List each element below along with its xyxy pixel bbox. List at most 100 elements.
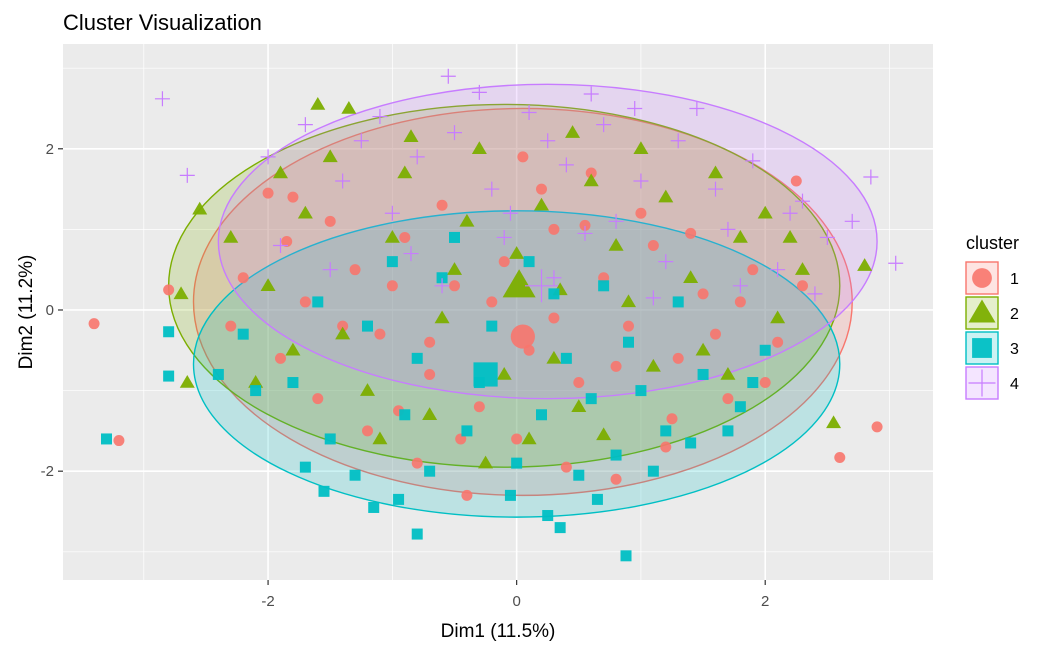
cluster-2-point	[310, 96, 326, 110]
cluster-3-point	[324, 433, 336, 445]
cluster-3-point	[318, 485, 330, 497]
cluster-1-point	[797, 280, 808, 292]
cluster-2-point	[857, 258, 873, 271]
legend-plus-icon	[968, 369, 996, 397]
cluster-2-point	[633, 141, 649, 155]
cluster-2-point	[384, 229, 400, 243]
legend-label: 1	[1010, 271, 1019, 288]
cluster-2-point	[173, 286, 189, 300]
cluster-4-point	[633, 173, 649, 189]
cluster-4-ellipse	[217, 83, 878, 400]
cluster-1-point	[349, 264, 361, 276]
cluster-3-point	[101, 433, 112, 445]
cluster-3-point	[635, 385, 647, 397]
cluster-4-point	[863, 169, 879, 185]
cluster-2-point	[782, 229, 798, 243]
cluster-3-point	[393, 493, 405, 505]
cluster-2-point	[565, 125, 581, 138]
cluster-4-point	[154, 91, 170, 107]
cluster-1-point	[113, 435, 125, 447]
cluster-3-point	[436, 272, 448, 284]
cluster-2-point	[335, 326, 351, 340]
cluster-4-point	[353, 133, 369, 149]
cluster-3-point	[362, 320, 373, 332]
cluster-1-point	[623, 320, 634, 332]
cluster-2-point	[658, 189, 674, 203]
cluster-1-point	[722, 393, 734, 405]
x-tick-label: 0	[512, 593, 520, 610]
cluster-1-point	[461, 489, 473, 501]
cluster-2-point	[322, 149, 338, 163]
cluster-2-centroid	[502, 269, 536, 298]
cluster-4-centroid	[525, 269, 558, 303]
cluster-2-point	[496, 366, 512, 380]
cluster-4-point	[434, 278, 450, 294]
cluster-2-point	[521, 431, 537, 445]
x-axis-label: Dim1 (11.5%)	[441, 621, 556, 642]
cluster-2-point	[192, 201, 208, 215]
cluster-2-point	[645, 358, 661, 372]
cluster-3-point	[411, 528, 423, 540]
cluster-3-point	[523, 256, 535, 268]
cluster-3-point	[610, 449, 622, 461]
y-tick-label: -2	[41, 463, 54, 480]
cluster-4-point	[720, 221, 736, 237]
cluster-2-point	[608, 238, 624, 251]
cluster-1-point	[710, 328, 721, 340]
cluster-2-point	[546, 350, 562, 364]
cluster-4-point	[521, 105, 537, 121]
cluster-2-point	[285, 342, 301, 356]
cluster-1-point	[337, 320, 349, 332]
cluster-3-point	[623, 336, 634, 348]
cluster-4-point	[471, 84, 487, 100]
cluster-3-point	[163, 370, 175, 382]
cluster-1-point	[275, 352, 286, 364]
cluster-2-point	[341, 100, 357, 114]
cluster-1-point	[548, 312, 560, 324]
cluster-4-point	[260, 149, 276, 165]
cluster-1-point	[517, 151, 529, 163]
y-axis-label: Dim2 (11.2%)	[16, 255, 37, 370]
data-points	[88, 68, 904, 562]
cluster-3-centroid	[473, 362, 498, 387]
cluster-3-point	[368, 501, 380, 513]
cluster-4-point	[745, 153, 761, 169]
cluster-3-point	[672, 296, 684, 308]
cluster-1-point	[424, 368, 436, 380]
cluster-1-point	[362, 425, 373, 437]
cluster-3-point	[734, 401, 746, 413]
cluster-4-point	[819, 229, 835, 245]
chart-title: Cluster Visualization	[63, 10, 262, 35]
cluster-3-point	[399, 409, 411, 421]
cluster-3-point	[560, 352, 572, 364]
cluster-2-point	[534, 197, 549, 211]
cluster-4-point	[384, 205, 400, 221]
cluster-1-point	[299, 296, 311, 308]
y-tick-label: 0	[46, 302, 54, 319]
cluster-1-point	[548, 223, 560, 235]
cluster-1-point	[871, 421, 883, 433]
cluster-3-point	[660, 425, 672, 437]
cluster-2-point	[297, 205, 313, 219]
cluster-1-point	[672, 352, 684, 364]
cluster-4-point	[608, 213, 624, 229]
cluster-4-point	[496, 229, 512, 245]
cluster-3-point	[449, 231, 460, 243]
cluster-2-point	[260, 278, 276, 292]
cluster-1-point	[834, 451, 846, 463]
cluster-2-point	[621, 294, 636, 308]
cluster-4-point	[372, 109, 388, 125]
cluster-3-point	[722, 425, 734, 437]
legend-triangle-icon	[968, 299, 996, 323]
cluster-2-point	[273, 165, 288, 179]
legend-item-2: 2	[965, 296, 1019, 330]
cluster-2-point	[471, 141, 487, 155]
cluster-4-point	[583, 86, 599, 102]
x-tick-label: -2	[261, 593, 274, 610]
cluster-4-point	[844, 213, 860, 229]
cluster-3-point	[312, 296, 324, 308]
cluster-2-point	[720, 366, 736, 380]
cluster-2-point	[422, 407, 438, 421]
cluster-1-point	[449, 280, 460, 292]
